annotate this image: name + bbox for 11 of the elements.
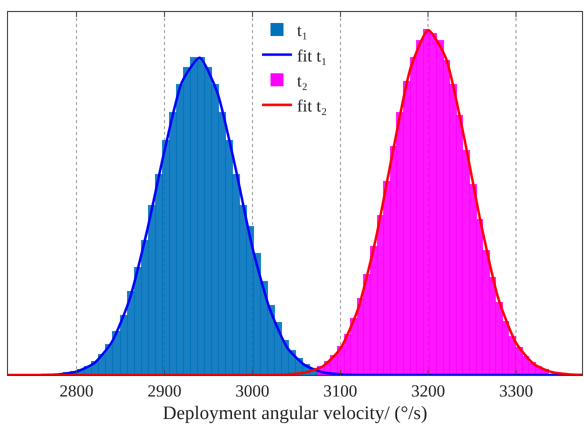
- legend-label: fit t₂: [297, 96, 328, 116]
- x-axis-title: Deployment angular velocity/ (°/s): [162, 403, 428, 424]
- legend-label: t₂: [297, 71, 308, 90]
- x-tick-label: 3300: [499, 381, 534, 400]
- x-tick-label: 3200: [411, 381, 446, 400]
- legend-label: fit t₁: [297, 46, 328, 66]
- x-tick-label: 3000: [235, 381, 270, 400]
- x-tick-label: 2800: [60, 381, 94, 400]
- legend-label: t₁: [297, 21, 308, 40]
- x-tick-label: 3100: [323, 381, 358, 400]
- x-tick-label: 2900: [147, 381, 182, 400]
